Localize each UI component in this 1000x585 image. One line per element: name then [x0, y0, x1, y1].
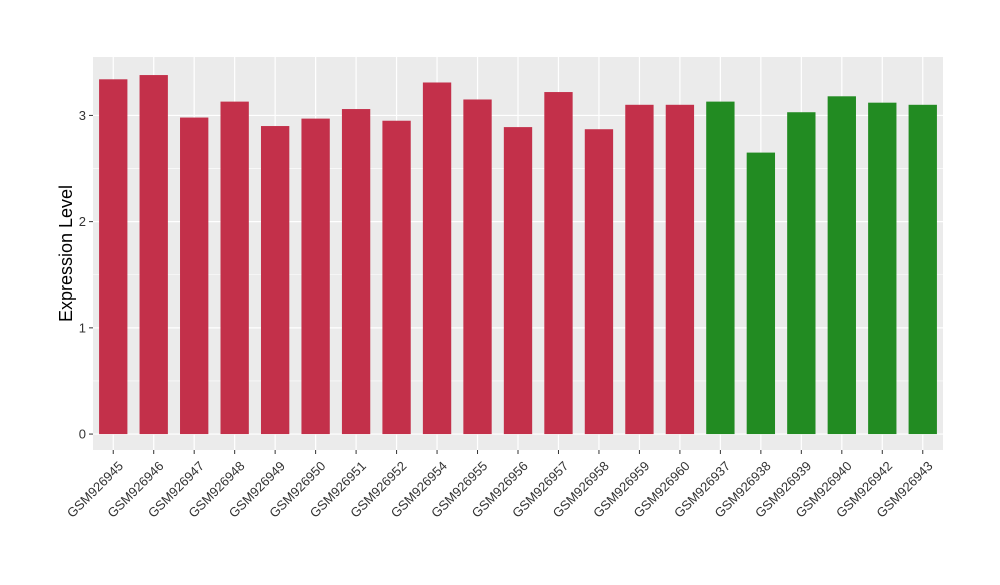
y-tick-label: 1	[79, 320, 86, 335]
bar-GSM926948	[220, 101, 249, 435]
bar-GSM926958	[584, 129, 614, 435]
bar-GSM926956	[503, 127, 533, 435]
y-axis: 0 1 2 3	[79, 108, 93, 442]
bar-GSM926943	[908, 104, 937, 435]
bar-GSM926940	[827, 96, 856, 435]
bars	[99, 75, 937, 435]
y-tick-label: 0	[79, 427, 86, 442]
bar-GSM926954	[422, 82, 452, 435]
bar-GSM926952	[382, 120, 411, 435]
bar-GSM926938	[746, 152, 776, 435]
y-tick-label: 2	[79, 214, 86, 229]
bar-GSM926939	[787, 112, 816, 435]
bar-GSM926937	[706, 101, 735, 435]
bar-GSM926949	[260, 126, 290, 435]
bar-GSM926957	[544, 92, 573, 435]
x-axis: GSM926945GSM926946GSM926947GSM926948GSM9…	[64, 450, 936, 521]
bar-GSM926942	[868, 102, 897, 435]
bar-GSM926955	[463, 99, 492, 435]
y-axis-title: Expression Level	[56, 185, 76, 322]
bar-GSM926950	[301, 118, 330, 435]
bar-GSM926945	[99, 79, 128, 435]
bar-GSM926946	[139, 75, 168, 435]
bar-GSM926959	[625, 104, 654, 435]
bar-GSM926960	[665, 104, 695, 435]
bar-GSM926947	[180, 117, 209, 435]
bar-GSM926951	[341, 109, 371, 435]
y-tick-label: 3	[79, 108, 86, 123]
